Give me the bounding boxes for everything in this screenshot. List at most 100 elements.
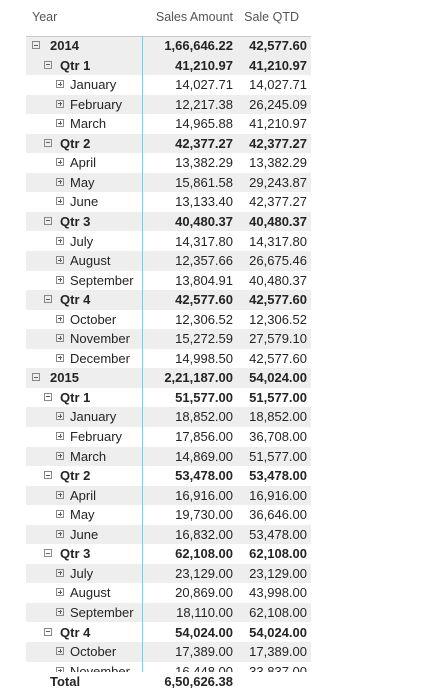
column-header[interactable]: Year (32, 10, 58, 24)
expand-icon[interactable] (56, 236, 64, 245)
matrix-row: October 17,389.00 17,389.00 (26, 642, 311, 662)
sale-qtd: 26,675.46 (249, 253, 307, 269)
sale-qtd: 36,646.00 (249, 507, 307, 523)
row-label: June (70, 194, 99, 210)
expand-icon[interactable] (56, 158, 64, 167)
expand-icon[interactable] (56, 353, 64, 362)
sales-amount: 14,965.88 (175, 116, 233, 132)
sale-qtd: 62,108.00 (249, 604, 307, 620)
sales-amount: 42,577.60 (175, 292, 233, 308)
expand-icon[interactable] (56, 99, 64, 108)
sale-qtd: 54,024.00 (249, 624, 307, 640)
header-border (26, 36, 311, 37)
expand-icon[interactable] (56, 80, 64, 89)
matrix-row: 2015 2,21,187.00 54,024.00 (26, 368, 311, 388)
matrix-row: Qtr 4 42,577.60 42,577.60 (26, 290, 311, 310)
row-label: December (70, 350, 130, 366)
sales-amount: 15,272.59 (175, 331, 233, 347)
sale-qtd: 26,245.09 (249, 96, 307, 112)
sales-amount: 16,832.00 (175, 526, 233, 542)
expand-icon[interactable] (56, 588, 64, 597)
collapse-icon[interactable] (44, 471, 52, 480)
matrix-row: July 14,317.80 14,317.80 (26, 232, 311, 252)
sale-qtd: 27,579.10 (249, 331, 307, 347)
collapse-icon[interactable] (44, 295, 52, 304)
expand-icon[interactable] (56, 197, 64, 206)
row-label: January (70, 409, 117, 425)
collapse-icon[interactable] (44, 627, 52, 636)
row-label: Qtr 2 (60, 468, 91, 484)
sale-qtd: 42,377.27 (249, 194, 307, 210)
matrix-row: April 13,382.29 13,382.29 (26, 153, 311, 173)
expand-icon[interactable] (56, 119, 64, 128)
matrix-row: Qtr 2 42,377.27 42,377.27 (26, 133, 311, 154)
column-divider (142, 36, 143, 688)
row-label: May (70, 507, 95, 523)
collapse-icon[interactable] (44, 216, 52, 225)
expand-icon[interactable] (56, 412, 64, 421)
matrix-row: September 18,110.00 62,108.00 (26, 602, 311, 623)
row-label: July (70, 565, 94, 581)
expand-icon[interactable] (56, 607, 64, 616)
row-label: April (70, 487, 97, 503)
sales-amount: 41,210.97 (175, 57, 233, 73)
matrix-row: December 14,998.50 42,577.60 (26, 349, 311, 369)
sale-qtd: 54,024.00 (249, 370, 307, 386)
expand-icon[interactable] (56, 451, 64, 460)
expand-icon[interactable] (56, 510, 64, 519)
matrix-row: 2014 1,66,646.22 42,577.60 (26, 36, 311, 56)
row-label: May (70, 174, 95, 190)
expand-icon[interactable] (56, 490, 64, 499)
collapse-icon[interactable] (32, 373, 40, 382)
sale-qtd: 42,577.60 (249, 38, 307, 53)
total-sales: 6,50,626.38 (164, 674, 233, 689)
sale-qtd: 53,478.00 (249, 526, 307, 542)
sales-amount: 13,804.91 (175, 272, 233, 288)
row-label: September (70, 272, 134, 288)
expand-icon[interactable] (56, 314, 64, 323)
sale-qtd: 29,243.87 (249, 174, 307, 190)
sales-amount: 14,869.00 (175, 448, 233, 464)
expand-icon[interactable] (56, 275, 64, 284)
expand-icon[interactable] (56, 177, 64, 186)
row-label: March (70, 448, 107, 464)
row-label: Qtr 1 (60, 389, 91, 405)
collapse-icon[interactable] (44, 549, 52, 558)
row-label: July (70, 233, 94, 249)
collapse-icon[interactable] (44, 60, 52, 69)
row-label: October (70, 644, 117, 660)
sales-amount: 18,852.00 (175, 409, 233, 425)
matrix-row: Qtr 3 62,108.00 62,108.00 (26, 544, 311, 564)
matrix-row: Qtr 4 54,024.00 54,024.00 (26, 623, 311, 643)
expand-icon[interactable] (56, 647, 64, 656)
matrix-row: April 16,916.00 16,916.00 (26, 485, 311, 506)
row-label: October (70, 311, 117, 327)
row-label: 2015 (50, 370, 79, 386)
sales-amount: 1,66,646.22 (164, 38, 233, 53)
expand-icon[interactable] (56, 529, 64, 538)
matrix-row: August 20,869.00 43,998.00 (26, 583, 311, 603)
row-label: Qtr 2 (60, 135, 91, 151)
sale-qtd: 40,480.37 (249, 272, 307, 288)
expand-icon[interactable] (56, 256, 64, 265)
sale-qtd: 41,210.97 (249, 116, 307, 132)
matrix-row: March 14,869.00 51,577.00 (26, 446, 311, 467)
expand-icon[interactable] (56, 568, 64, 577)
sales-amount: 17,389.00 (175, 644, 233, 660)
matrix-row: February 12,217.38 26,245.09 (26, 94, 311, 115)
matrix-row: Qtr 1 51,577.00 51,577.00 (26, 388, 311, 408)
matrix-row: June 16,832.00 53,478.00 (26, 524, 311, 545)
sales-amount: 12,357.66 (175, 253, 233, 269)
row-label: 2014 (50, 38, 79, 53)
sales-amount: 13,133.40 (175, 194, 233, 210)
sales-amount: 16,916.00 (175, 487, 233, 503)
expand-icon[interactable] (56, 334, 64, 343)
column-header[interactable]: Sale QTD (244, 10, 299, 24)
expand-icon[interactable] (56, 432, 64, 440)
collapse-icon[interactable] (32, 41, 40, 49)
matrix-row: September 13,804.91 40,480.37 (26, 271, 311, 291)
column-header[interactable]: Sales Amount (155, 10, 233, 24)
collapse-icon[interactable] (44, 138, 52, 147)
collapse-icon[interactable] (44, 392, 52, 401)
row-label: August (70, 253, 111, 269)
